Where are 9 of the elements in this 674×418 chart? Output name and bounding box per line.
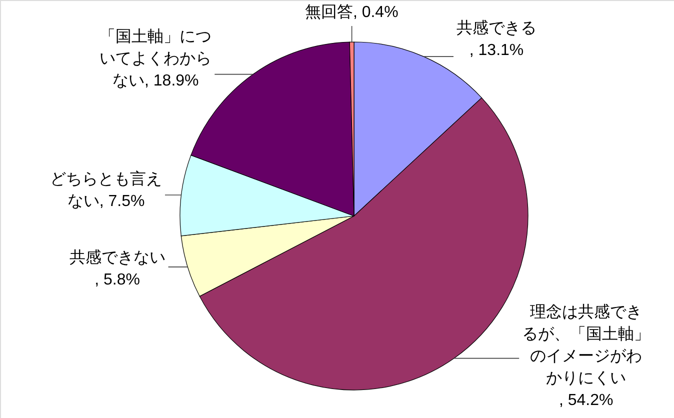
slice-label: 理念は共感できるが、「国土軸」のイメージがわかりにくい (522, 303, 650, 387)
slice-label: 「国土軸」についてよくわからない, 18.9% (100, 27, 212, 90)
slice-label: どちらとも言えない, 7.5% (50, 170, 162, 210)
data-label: , 13.1% (469, 42, 524, 59)
slice-label: 共感できる (456, 18, 536, 37)
slice-label: 無回答, 0.4% (304, 4, 398, 22)
data-label: , 5.8% (94, 272, 140, 289)
data-label: , 54.2% (558, 392, 614, 409)
slice-label: 共感できない (69, 248, 166, 267)
